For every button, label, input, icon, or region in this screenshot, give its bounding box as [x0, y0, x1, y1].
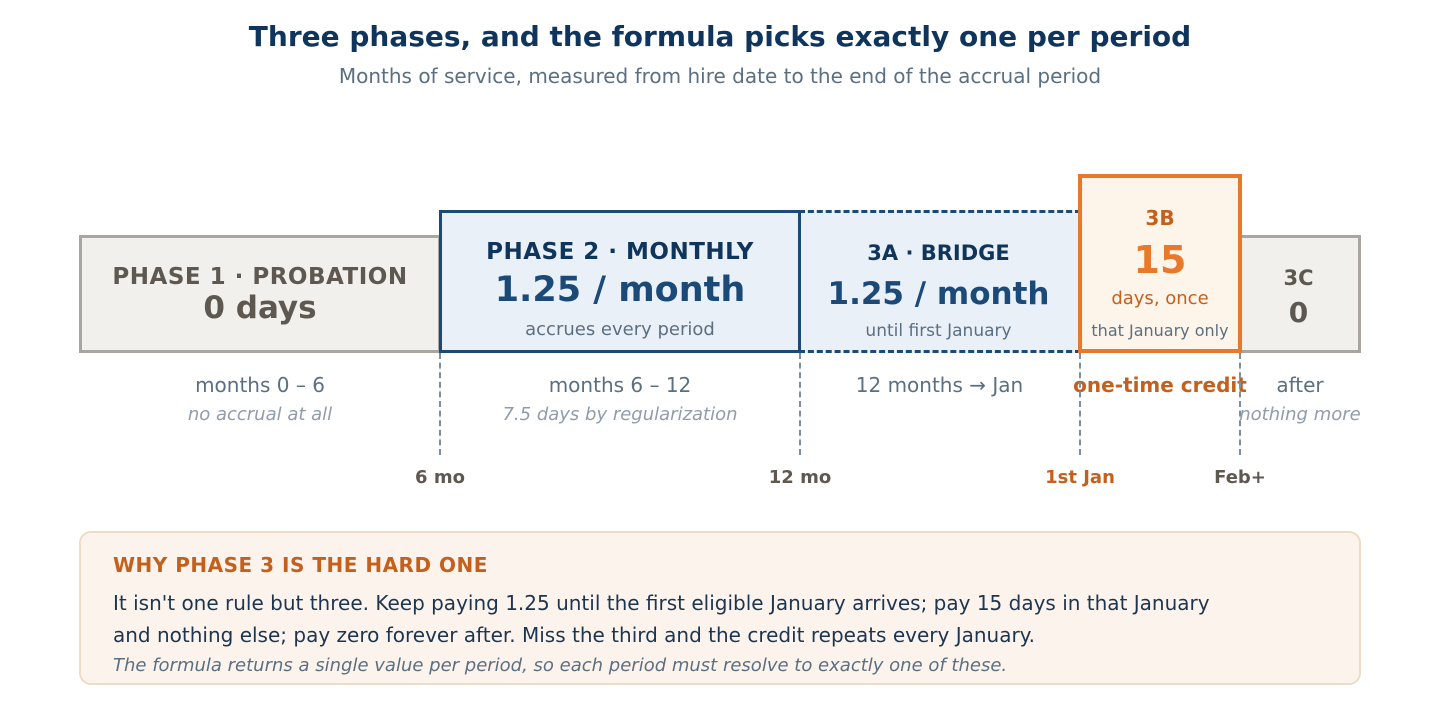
boundary-line-12mo [799, 353, 801, 455]
phase-1-label: PHASE 1 · PROBATION [112, 264, 408, 290]
phase-3a-detail: until first January [865, 321, 1012, 341]
phase-3b-value: 15 [1133, 238, 1187, 282]
boundary-line-feb [1239, 353, 1241, 455]
phase-2-range: months 6 – 12 [548, 373, 692, 397]
tick-label-6mo: 6 mo [415, 467, 465, 488]
phase-1-value: 0 days [203, 290, 317, 326]
phase-2-box: PHASE 2 · MONTHLY 1.25 / month accrues e… [439, 210, 801, 353]
page-title: Three phases, and the formula picks exac… [248, 20, 1192, 53]
phase-2-detail: accrues every period [525, 319, 715, 340]
tick-label-feb: Feb+ [1214, 467, 1266, 488]
phase-3c-box: 3C 0 [1239, 235, 1361, 353]
phase-3b-label: 3B [1145, 206, 1175, 230]
phase-3b-box: 3B 15 days, once that January only [1078, 174, 1242, 353]
phase-1-range: months 0 – 6 [195, 373, 325, 397]
phase-3a-box: 3A · BRIDGE 1.25 / month until first Jan… [799, 210, 1081, 353]
phase-3b-detail: that January only [1091, 321, 1229, 340]
phase-1-note: no accrual at all [187, 404, 333, 425]
phase-1-box: PHASE 1 · PROBATION 0 days [79, 235, 441, 353]
phase-3c-label: 3C [1283, 266, 1314, 290]
callout-body: It isn't one rule but three. Keep paying… [113, 591, 1210, 647]
phase-3c-range: after [1276, 373, 1324, 397]
phase-2-label: PHASE 2 · MONTHLY [486, 239, 754, 265]
phase-3b-unit: days, once [1111, 288, 1209, 309]
phase-3c-note: nothing more [1239, 404, 1361, 425]
callout-box: WHY PHASE 3 IS THE HARD ONE It isn't one… [79, 531, 1361, 685]
page-subtitle: Months of service, measured from hire da… [338, 64, 1102, 88]
boundary-line-1st-jan [1079, 353, 1081, 455]
phase-3b-range: one-time credit [1073, 373, 1247, 397]
phase-3a-label: 3A · BRIDGE [867, 241, 1010, 265]
callout-note: The formula returns a single value per p… [113, 655, 1008, 676]
phase-3a-range: 12 months → Jan [855, 373, 1024, 397]
phase-3a-value: 1.25 / month [827, 276, 1050, 312]
tick-label-1st-jan: 1st Jan [1045, 467, 1115, 488]
tick-label-12mo: 12 mo [768, 467, 832, 488]
phase-3c-value: 0 [1288, 296, 1309, 329]
boundary-line-6mo [439, 353, 441, 455]
phase-2-note: 7.5 days by regularization [502, 404, 738, 425]
callout-title: WHY PHASE 3 IS THE HARD ONE [113, 553, 488, 577]
phase-2-value: 1.25 / month [494, 270, 746, 310]
